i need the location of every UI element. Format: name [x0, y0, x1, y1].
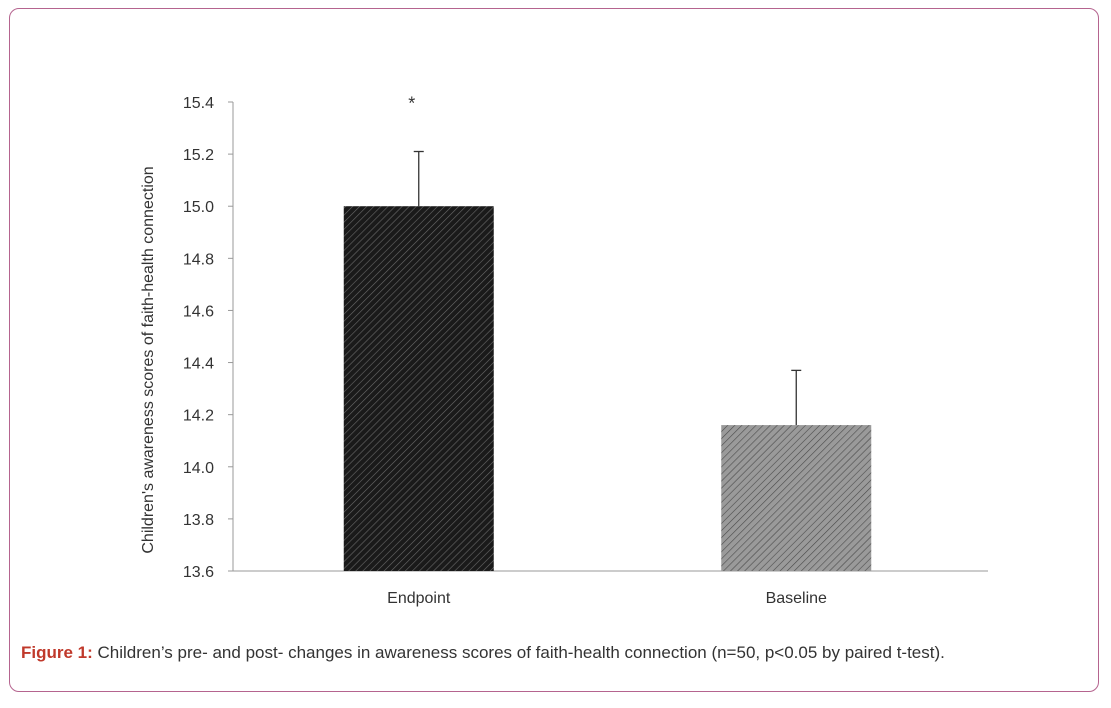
y-tick-label: 14.0 [183, 460, 214, 477]
y-axis-label: Children's awareness scores of faith-hea… [140, 166, 157, 553]
significance-marker: * [408, 94, 415, 114]
y-tick-label: 14.2 [183, 408, 214, 425]
y-tick-label: 13.8 [183, 512, 214, 529]
bar-endpoint [343, 206, 494, 571]
bar-baseline [721, 425, 872, 571]
x-tick-label: Endpoint [387, 590, 451, 607]
y-tick-label: 15.4 [183, 95, 214, 112]
y-tick-label: 13.6 [183, 564, 214, 581]
x-tick-label: Baseline [766, 590, 827, 607]
bars [343, 150, 872, 571]
caption-label: Figure 1: [21, 643, 93, 662]
y-tick-label: 15.0 [183, 199, 214, 216]
figure-frame [9, 8, 1099, 692]
labels: 13.6 13.8 14.0 14.2 14.4 14.6 14.8 15.0 15.2 15.4… [140, 94, 827, 607]
figure-caption: Figure 1: Children’s pre- and post- chan… [21, 643, 945, 663]
y-tick-label: 14.8 [183, 251, 214, 268]
y-tick-label: 14.6 [183, 303, 214, 320]
y-tick-label: 15.2 [183, 147, 214, 164]
caption-text: Children’s pre- and post- changes in awa… [92, 643, 945, 662]
y-tick-label: 14.4 [183, 356, 214, 373]
axes [228, 101, 988, 572]
